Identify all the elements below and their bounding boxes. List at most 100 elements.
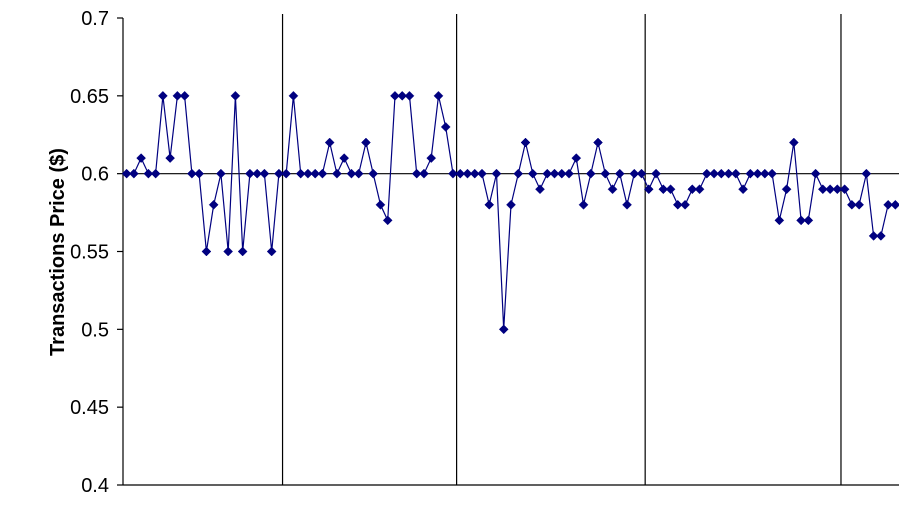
data-point-marker	[208, 199, 219, 210]
data-point-marker	[274, 168, 284, 179]
data-point-marker	[288, 90, 299, 101]
data-point-marker	[506, 199, 516, 210]
data-point-marker	[281, 168, 292, 179]
data-point-marker	[861, 168, 872, 179]
data-point-marker	[440, 122, 451, 132]
data-point-marker	[716, 168, 727, 179]
data-point-marker	[774, 215, 785, 226]
data-point-marker	[556, 168, 567, 179]
data-point-marker	[788, 137, 799, 148]
data-point-marker	[578, 199, 589, 210]
data-point-marker	[317, 168, 328, 179]
data-point-marker	[397, 90, 408, 101]
data-point-marker	[796, 215, 806, 226]
data-point-marker	[890, 199, 899, 210]
data-point-marker	[687, 184, 698, 195]
data-point-marker	[593, 137, 603, 148]
data-point-marker	[817, 184, 828, 195]
data-point-marker	[411, 168, 422, 179]
data-point-marker	[375, 199, 386, 210]
y-tick-label: 0.6	[81, 164, 109, 186]
y-tick-label: 0.45	[70, 397, 109, 419]
data-point-marker	[723, 168, 734, 179]
y-tick-label: 0.65	[70, 86, 109, 108]
data-point-marker	[535, 184, 545, 195]
data-point-marker	[303, 168, 313, 179]
data-point-marker	[484, 199, 495, 210]
data-point-marker	[136, 153, 146, 163]
y-tick-label: 0.7	[81, 8, 109, 30]
data-point-marker	[585, 168, 596, 179]
data-point-marker	[759, 168, 770, 179]
data-point-marker	[382, 215, 393, 226]
data-point-marker	[694, 184, 705, 195]
data-point-marker	[527, 168, 538, 179]
data-point-marker	[643, 184, 654, 195]
data-point-marker	[310, 168, 321, 179]
data-point-marker	[455, 168, 466, 179]
data-point-marker	[129, 168, 139, 179]
data-point-marker	[549, 168, 560, 179]
data-point-marker	[201, 246, 212, 257]
series-group	[121, 90, 899, 335]
data-point-marker	[876, 231, 886, 241]
data-point-marker	[658, 184, 669, 195]
data-point-marker	[477, 168, 487, 179]
data-point-marker	[629, 168, 640, 179]
data-point-marker	[622, 199, 632, 210]
data-point-marker	[665, 184, 676, 195]
data-point-marker	[571, 153, 582, 163]
y-tick-labels: 0.4 0.45 0.5 0.55 0.6 0.65 0.7	[70, 8, 109, 497]
data-point-marker	[701, 168, 712, 179]
data-point-marker	[709, 168, 719, 179]
data-point-marker	[854, 199, 864, 210]
data-point-marker	[187, 168, 197, 179]
y-axis-title: Transactions Price ($)	[47, 148, 69, 356]
data-point-marker	[332, 168, 342, 179]
data-point-marker	[259, 168, 270, 179]
data-point-marker	[426, 153, 437, 163]
data-point-marker	[752, 168, 763, 179]
data-point-marker	[738, 184, 748, 195]
data-point-marker	[194, 168, 205, 179]
data-point-marker	[767, 168, 777, 179]
data-point-marker	[498, 324, 509, 335]
data-point-marker	[433, 90, 444, 101]
data-point-marker	[223, 246, 234, 257]
data-point-marker	[614, 168, 625, 179]
data-point-marker	[607, 184, 618, 195]
data-point-marker	[266, 246, 277, 257]
data-point-marker	[245, 168, 255, 179]
data-point-marker	[158, 90, 168, 101]
data-point-marker	[462, 168, 473, 179]
y-tick-label: 0.5	[81, 319, 109, 341]
data-point-marker	[832, 184, 843, 195]
data-point-marker	[252, 168, 263, 179]
data-point-marker	[143, 168, 154, 179]
data-point-marker	[636, 168, 647, 179]
data-point-marker	[368, 168, 379, 179]
data-point-marker	[390, 90, 400, 101]
data-point-marker	[810, 168, 821, 179]
data-point-marker	[781, 184, 792, 195]
data-point-marker	[469, 168, 480, 179]
data-point-marker	[230, 90, 241, 101]
data-point-marker	[745, 168, 756, 179]
data-point-marker	[491, 168, 502, 179]
data-point-marker	[216, 168, 226, 179]
data-point-marker	[324, 137, 335, 148]
data-point-marker	[730, 168, 741, 179]
data-point-marker	[346, 168, 357, 179]
data-point-marker	[839, 184, 850, 195]
data-point-marker	[150, 168, 161, 179]
data-point-marker	[847, 199, 857, 210]
data-point-marker	[404, 90, 415, 101]
data-point-marker	[513, 168, 524, 179]
data-point-marker	[883, 199, 893, 210]
data-point-marker	[361, 137, 371, 148]
y-tick-label: 0.55	[70, 242, 109, 264]
data-point-marker	[353, 168, 364, 179]
data-point-marker	[419, 168, 429, 179]
data-point-marker	[825, 184, 835, 195]
